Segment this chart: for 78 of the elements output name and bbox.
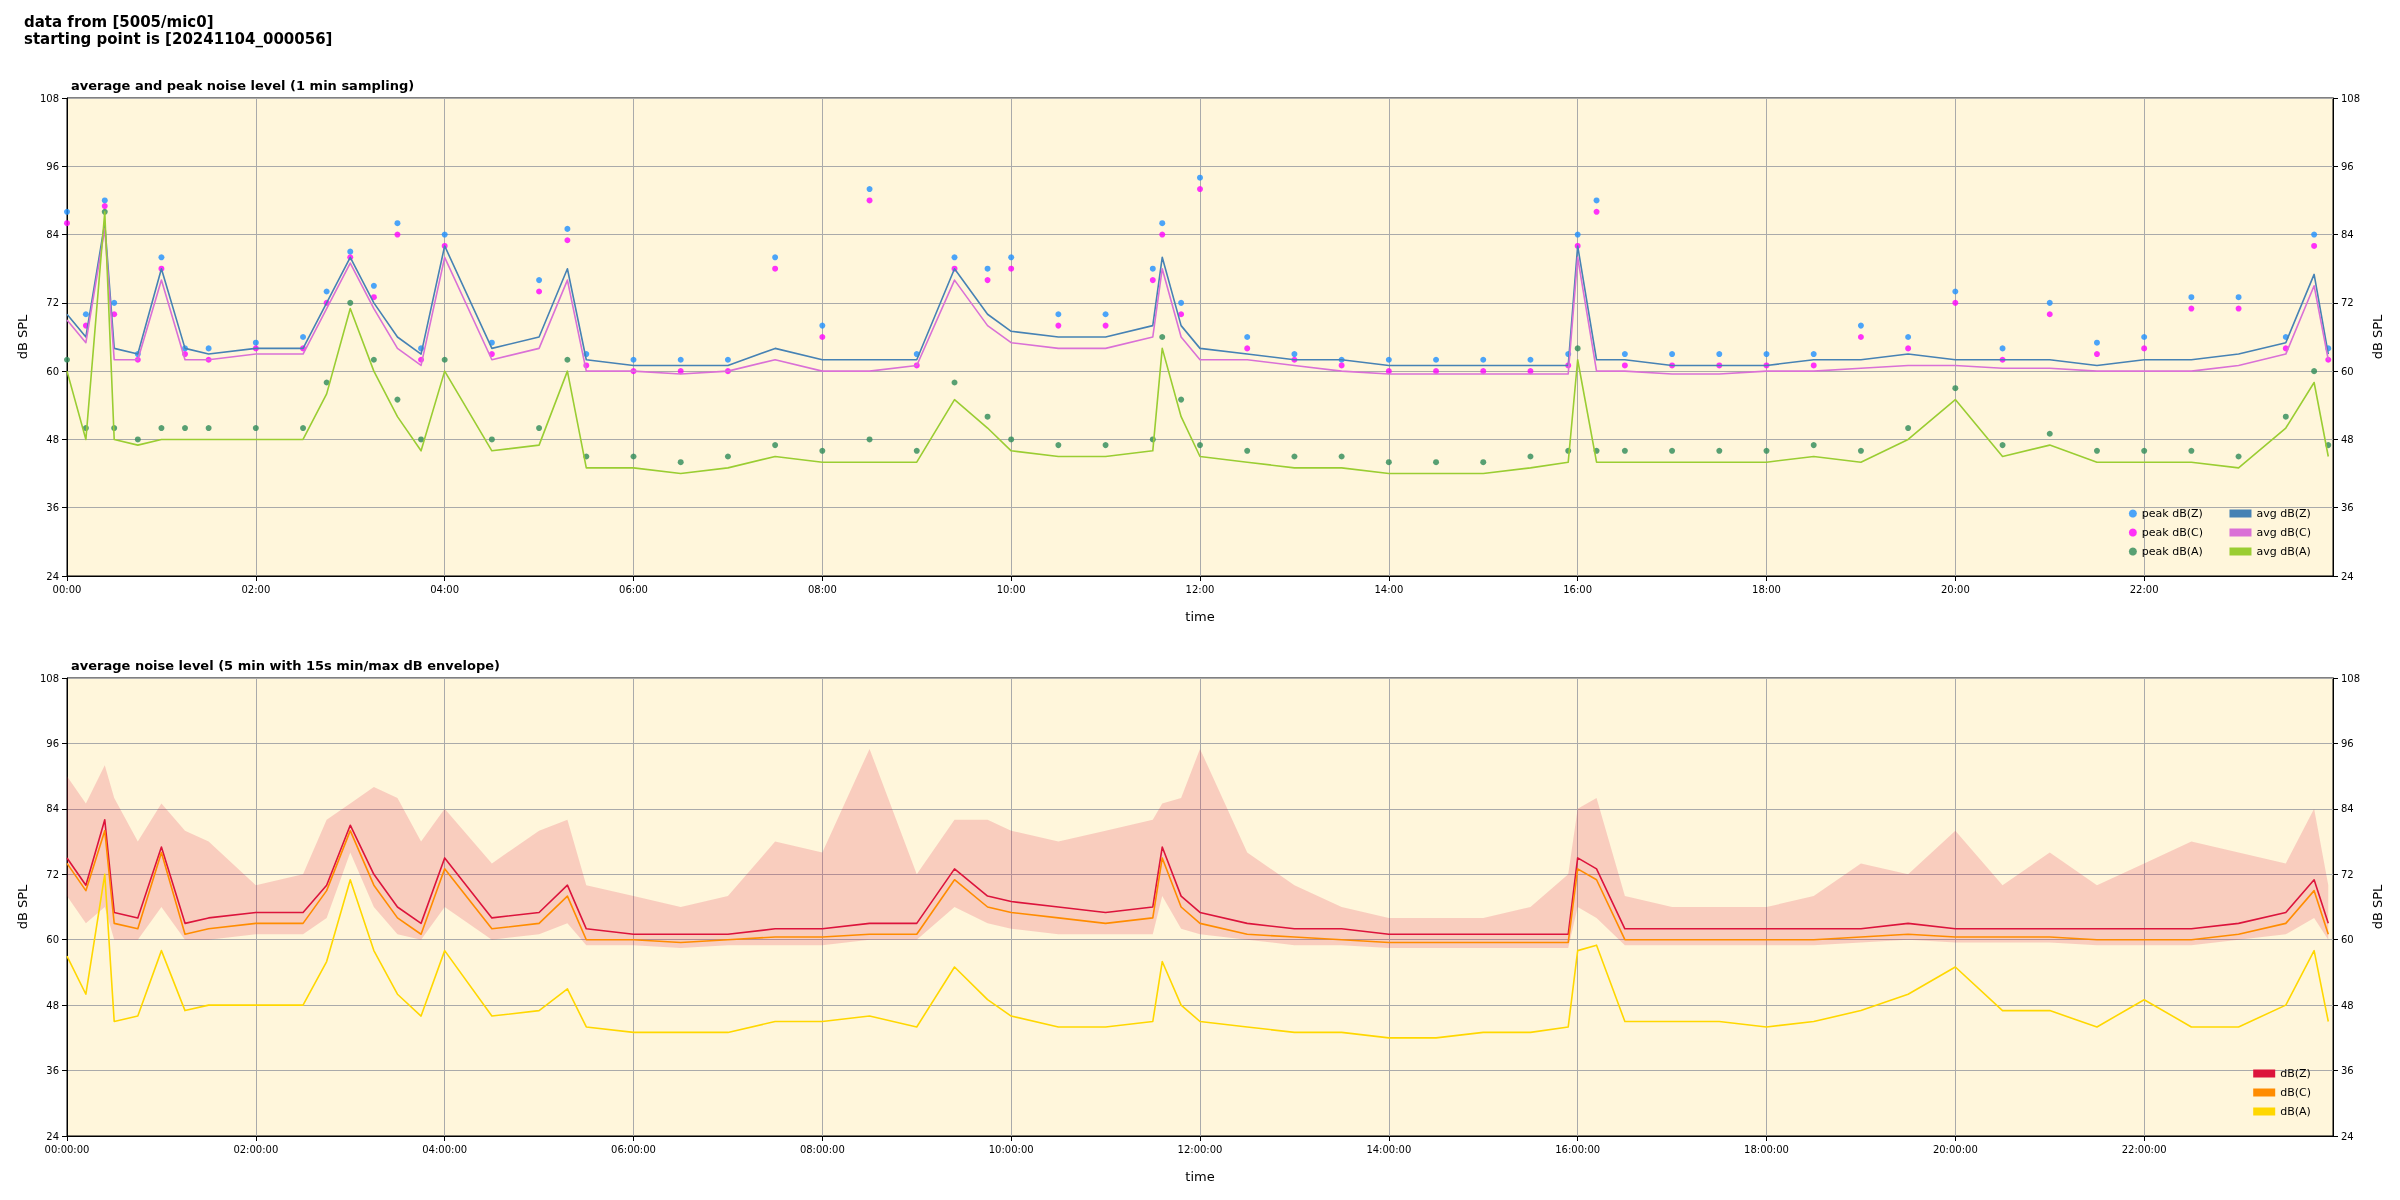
- y-tick-label: 96: [46, 160, 59, 172]
- legend-label: peak dB(C): [2141, 526, 2204, 539]
- y2-axis-title: dB SPL: [2370, 883, 2385, 930]
- y-axis-title: dB SPL: [15, 883, 30, 930]
- x-tick-label: 14:00:00: [1366, 1143, 1412, 1155]
- x-tick-label: 10:00:00: [988, 1143, 1034, 1155]
- y-tick-label: 84: [46, 229, 59, 241]
- x-tick-label: 22:00: [2129, 583, 2159, 595]
- legend-label: peak dB(Z): [2141, 507, 2203, 520]
- text: starting point is [20241104_000056]: [24, 29, 333, 48]
- x-tick-label: 00:00:00: [44, 1143, 90, 1155]
- y2-tick-label: 72: [2341, 868, 2354, 880]
- y-tick-label: 36: [46, 502, 59, 514]
- line-series: [66, 818, 2330, 936]
- y2-tick-label: 48: [2341, 433, 2354, 445]
- x-tick-label: 20:00:00: [1932, 1143, 1978, 1155]
- y2-axis-title: dB SPL: [2370, 313, 2385, 360]
- x-tick-label: 16:00: [1563, 583, 1593, 595]
- y-tick-label: 24: [46, 1130, 59, 1142]
- x-tick-label: 12:00:00: [1177, 1143, 1223, 1155]
- x-tick-label: 06:00: [619, 583, 648, 595]
- legend-label: avg dB(Z): [2256, 507, 2311, 520]
- x-tick-label: 08:00: [807, 583, 837, 595]
- y2-tick-label: 84: [2341, 229, 2354, 241]
- y2-tick-label: 24: [2341, 1130, 2354, 1142]
- y2-tick-label: 96: [2341, 737, 2354, 749]
- legend-label: dB(C): [2280, 1086, 2311, 1099]
- y2-tick-label: 48: [2341, 999, 2354, 1011]
- x-tick-label: 18:00: [1752, 583, 1781, 595]
- x-tick-label: 10:00: [996, 583, 1026, 595]
- y2-tick-label: 36: [2341, 1065, 2354, 1077]
- y2-tick-label: 60: [2341, 934, 2354, 946]
- x-axis-title: time: [1185, 609, 1215, 624]
- legend-label: dB(A): [2280, 1105, 2311, 1118]
- x-tick-label: 04:00: [430, 583, 460, 595]
- y2-tick-label: 60: [2341, 365, 2354, 377]
- line-series: [66, 873, 2330, 1039]
- x-axis-title: time: [1185, 1169, 1215, 1184]
- x-tick-label: 02:00: [241, 583, 271, 595]
- y2-tick-label: 96: [2341, 160, 2354, 172]
- legend-label: avg dB(A): [2256, 545, 2311, 558]
- chart-title: average noise level (5 min with 15s min/max dB envelope): [71, 658, 501, 673]
- y2-tick-label: 84: [2341, 803, 2354, 815]
- y-tick-label: 48: [46, 433, 59, 445]
- x-tick-label: 00:00: [52, 583, 82, 595]
- x-tick-label: 22:00:00: [2121, 1143, 2167, 1155]
- y-tick-label: 24: [46, 570, 59, 582]
- y-tick-label: 60: [46, 934, 59, 946]
- legend-label: avg dB(C): [2256, 526, 2312, 539]
- y2-tick-label: 108: [2341, 672, 2361, 684]
- y-tick-label: 84: [46, 803, 59, 815]
- x-tick-label: 12:00: [1185, 583, 1215, 595]
- y-tick-label: 72: [46, 868, 59, 880]
- x-tick-label: 02:00:00: [233, 1143, 279, 1155]
- x-tick-label: 06:00:00: [611, 1143, 656, 1155]
- y-tick-label: 48: [46, 999, 59, 1011]
- y-tick-label: 108: [39, 92, 59, 104]
- y2-tick-label: 36: [2341, 502, 2354, 514]
- legend-label: dB(Z): [2280, 1067, 2311, 1080]
- y-tick-label: 60: [46, 365, 59, 377]
- y-tick-label: 108: [39, 672, 59, 684]
- legend-label: peak dB(A): [2141, 545, 2203, 558]
- x-tick-label: 08:00:00: [799, 1143, 845, 1155]
- y2-tick-label: 108: [2341, 92, 2361, 104]
- x-tick-label: 14:00: [1374, 583, 1404, 595]
- y2-tick-label: 72: [2341, 297, 2354, 309]
- y-tick-label: 96: [46, 737, 59, 749]
- x-tick-label: 04:00:00: [422, 1143, 468, 1155]
- x-tick-label: 18:00:00: [1744, 1143, 1789, 1155]
- line-series: [66, 829, 2330, 944]
- chart-title: average and peak noise level (1 min sampling): [71, 78, 415, 93]
- text: data from [5005/mic0]: [24, 12, 214, 31]
- y2-tick-label: 24: [2341, 570, 2354, 582]
- y-axis-title: dB SPL: [15, 313, 30, 360]
- x-tick-label: 20:00: [1940, 583, 1970, 595]
- y-tick-label: 36: [46, 1065, 59, 1077]
- x-tick-label: 16:00:00: [1555, 1143, 1601, 1155]
- y-tick-label: 72: [46, 297, 59, 309]
